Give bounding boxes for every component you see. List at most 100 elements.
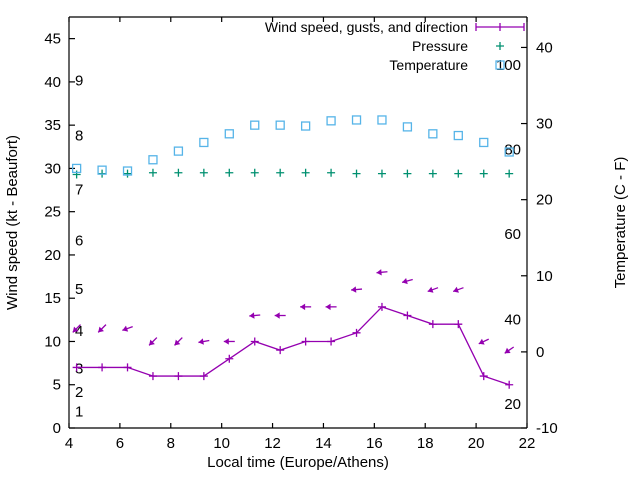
y-tick-label: 0 [53, 420, 61, 437]
y-tick-label: 5 [53, 377, 61, 394]
pressure-marker [428, 169, 437, 178]
x-tick-label: 8 [167, 435, 175, 452]
temperature-marker [71, 163, 82, 174]
gust-arrow-head [149, 339, 155, 346]
legend-label-pressure: Pressure [412, 38, 468, 54]
beaufort-label: 1 [75, 404, 83, 421]
x-tick-label: 14 [315, 435, 332, 452]
x-axis-title: Local time (Europe/Athens) [207, 454, 389, 471]
wind-speed-line [76, 306, 510, 386]
beaufort-label: 7 [75, 181, 83, 198]
temperature-marker [148, 155, 158, 165]
y-tick-label: 45 [44, 31, 61, 48]
y-tick-label: 15 [44, 290, 61, 307]
gust-arrow-head [198, 338, 204, 345]
y2-tick-label: -10 [536, 420, 558, 437]
wind-speed-marker [454, 320, 463, 329]
gust-arrow-head [72, 326, 79, 333]
x-tick-label: 6 [116, 435, 124, 452]
wind-speed-marker [403, 311, 412, 320]
wind-speed-marker [225, 354, 234, 363]
temperature-marker [300, 121, 311, 131]
temperature-marker [275, 120, 285, 130]
gust-arrow-head [300, 303, 306, 311]
temperature-marker [224, 129, 234, 139]
y-tick-label: 10 [44, 333, 61, 350]
pressure-marker [225, 168, 234, 177]
temperature-marker [428, 129, 438, 139]
x-tick-label: 20 [468, 435, 485, 452]
temperature-marker [326, 116, 336, 126]
beaufort-label: 2 [75, 384, 83, 401]
wind-speed-marker [250, 337, 259, 346]
wind-speed-marker [428, 320, 437, 329]
pressure-marker [72, 170, 81, 179]
legend-label-temperature: Temperature [389, 57, 468, 73]
y-tick-label: 35 [44, 117, 61, 134]
wind-speed-marker [327, 337, 336, 346]
beaufort-label: 6 [75, 232, 83, 249]
temperature-marker [173, 146, 184, 156]
x-tick-label: 16 [366, 435, 383, 452]
y2-tick-label: 0 [536, 344, 544, 361]
gust-arrow-head [122, 325, 129, 332]
gust-arrow-head [325, 303, 331, 311]
gust-arrow-head [223, 338, 229, 345]
wind-speed-marker [352, 328, 361, 337]
pressure-marker [123, 169, 132, 178]
temperature-marker [504, 147, 514, 157]
x-tick-label: 10 [213, 435, 230, 452]
wind-speed-marker [174, 372, 183, 381]
y-axis-title: Wind speed (kt - Beaufort) [4, 135, 21, 310]
pressure-marker [479, 169, 488, 178]
y2-axis-title: Temperature (C - F) [612, 157, 629, 289]
pressure-marker [352, 169, 361, 178]
pressure-marker [327, 168, 336, 177]
x-tick-label: 4 [65, 435, 73, 452]
gust-arrow-head [402, 277, 408, 285]
y-tick-label: 25 [44, 204, 61, 221]
temperature-marker [453, 130, 463, 141]
temperature-marker [122, 166, 133, 176]
temperature-marker [479, 137, 489, 148]
fahrenheit-label: 40 [504, 311, 521, 328]
y2-tick-label: 20 [536, 192, 553, 209]
x-tick-label: 22 [519, 435, 536, 452]
pressure-marker [276, 168, 285, 177]
pressure-marker [454, 169, 463, 178]
pressure-marker [301, 168, 310, 177]
temperature-marker [377, 115, 387, 125]
legend-sample-temperature [495, 60, 505, 70]
gust-arrow-head [453, 286, 459, 293]
wind-speed-marker [98, 363, 107, 372]
y2-tick-label: 10 [536, 268, 553, 285]
gust-arrow-head [351, 286, 357, 293]
y2-tick-label: 30 [536, 116, 553, 133]
pressure-marker [505, 169, 514, 178]
fahrenheit-label: 60 [504, 226, 521, 243]
gust-arrow-head [376, 269, 382, 276]
y-tick-label: 30 [44, 160, 61, 177]
temperature-marker [97, 165, 107, 175]
temperature-marker [402, 122, 413, 132]
wind-speed-marker [301, 337, 310, 346]
wind-speed-marker [505, 380, 514, 389]
beaufort-label: 4 [75, 323, 83, 340]
y-tick-label: 20 [44, 247, 61, 264]
pressure-marker [250, 168, 259, 177]
beaufort-label: 5 [75, 281, 83, 298]
legend-sample-pressure [496, 42, 504, 50]
gust-arrow-head [98, 326, 104, 333]
y-tick-label: 40 [44, 74, 61, 91]
gust-arrow-head [274, 312, 280, 319]
beaufort-label: 3 [75, 360, 83, 377]
temperature-marker [199, 137, 209, 148]
wind-speed-marker [199, 372, 208, 381]
pressure-marker [403, 169, 412, 178]
pressure-marker [199, 168, 208, 177]
gust-arrow-head [427, 286, 434, 293]
beaufort-label: 8 [75, 128, 83, 145]
gust-arrow-head [478, 338, 485, 345]
wind-speed-marker [72, 363, 81, 372]
